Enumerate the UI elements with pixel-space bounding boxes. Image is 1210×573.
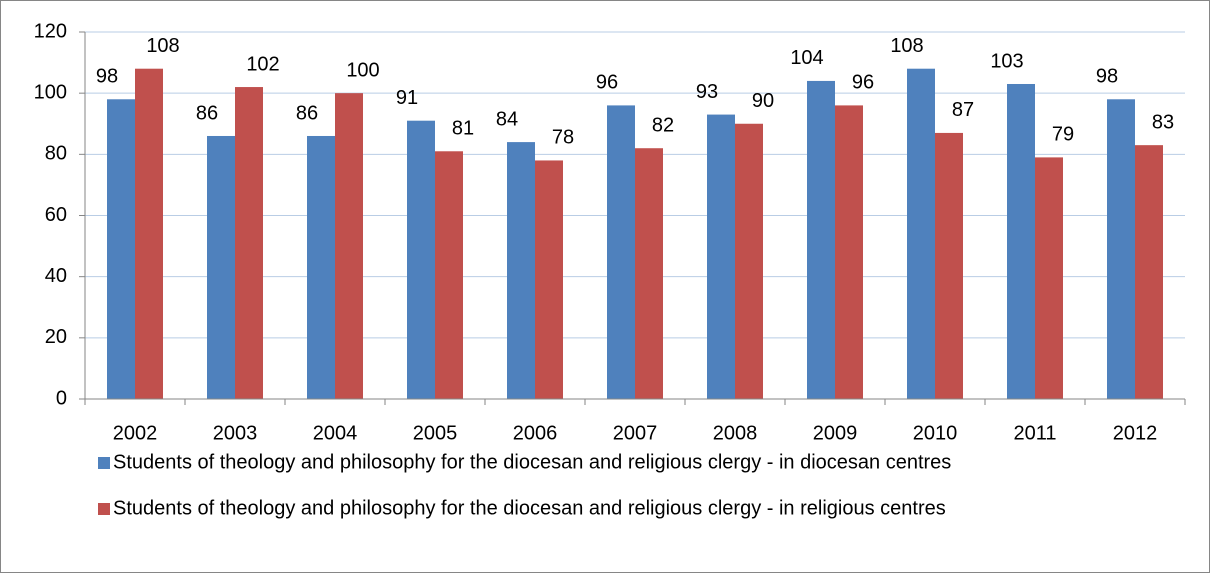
bar <box>607 105 635 400</box>
bar <box>535 160 563 399</box>
x-tick-label: 2005 <box>413 422 458 444</box>
data-label: 102 <box>246 53 279 75</box>
y-tick-label: 40 <box>45 265 67 287</box>
bar <box>135 68 163 399</box>
bar <box>235 87 263 400</box>
bar <box>435 151 463 399</box>
y-tick-label: 60 <box>45 204 67 226</box>
y-tick-label: 0 <box>56 387 67 409</box>
bar <box>1007 83 1035 399</box>
bar <box>835 105 863 400</box>
x-tick-label: 2006 <box>513 422 558 444</box>
data-label: 79 <box>1052 124 1074 146</box>
data-label: 104 <box>790 47 823 69</box>
data-label: 98 <box>1096 66 1118 88</box>
data-label: 78 <box>552 127 574 149</box>
bar <box>907 68 935 399</box>
legend-label: Students of theology and philosophy for … <box>113 451 951 473</box>
bar <box>1107 99 1135 400</box>
x-tick-label: 2012 <box>1113 422 1158 444</box>
data-label: 81 <box>452 118 474 140</box>
data-label: 108 <box>890 35 923 57</box>
x-tick-label: 2007 <box>613 422 658 444</box>
bar <box>635 148 663 399</box>
x-tick-label: 2009 <box>813 422 858 444</box>
x-tick-label: 2010 <box>913 422 958 444</box>
data-label: 86 <box>296 102 318 124</box>
data-label: 100 <box>346 59 379 81</box>
bar <box>107 99 135 400</box>
data-label: 103 <box>990 50 1023 72</box>
data-label: 98 <box>96 66 118 88</box>
bar <box>807 80 835 399</box>
data-label: 82 <box>652 114 674 136</box>
data-label: 93 <box>696 81 718 103</box>
data-label: 108 <box>146 35 179 57</box>
data-label: 90 <box>752 90 774 112</box>
bar <box>735 123 763 399</box>
data-label: 86 <box>196 102 218 124</box>
y-tick-label: 100 <box>34 81 67 103</box>
legend-swatch <box>98 503 110 515</box>
x-tick-label: 2002 <box>113 422 158 444</box>
data-label: 87 <box>952 99 974 121</box>
legend-swatch <box>98 457 110 469</box>
bar <box>1035 157 1063 399</box>
x-tick-label: 2008 <box>713 422 758 444</box>
x-tick-label: 2011 <box>1013 422 1056 444</box>
data-label: 96 <box>852 72 874 94</box>
x-tick-label: 2004 <box>313 422 358 444</box>
data-label: 91 <box>396 87 418 109</box>
data-label: 83 <box>1152 111 1174 133</box>
x-tick-label: 2003 <box>213 422 258 444</box>
bar <box>307 135 335 399</box>
bar <box>507 142 535 399</box>
bar <box>707 114 735 399</box>
bar <box>1135 145 1163 399</box>
bar <box>407 120 435 400</box>
legend-label: Students of theology and philosophy for … <box>113 497 946 519</box>
bar <box>335 93 363 400</box>
data-label: 84 <box>496 108 518 130</box>
data-label: 96 <box>596 72 618 94</box>
y-tick-label: 80 <box>45 143 67 165</box>
y-tick-label: 20 <box>45 326 67 348</box>
bar <box>207 135 235 399</box>
y-tick-label: 120 <box>34 20 67 42</box>
bar <box>935 132 963 400</box>
